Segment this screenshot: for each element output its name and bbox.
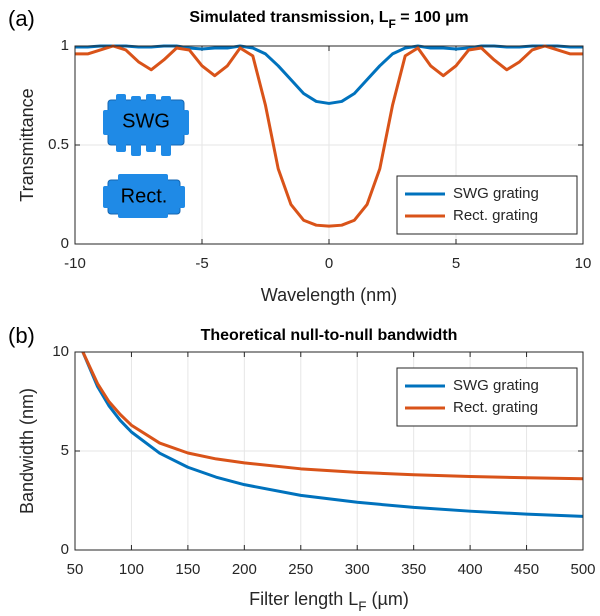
swg-icon <box>103 94 189 156</box>
x-tick-label: 0 <box>325 255 333 272</box>
panel-label: (a) <box>8 6 35 31</box>
x-tick-label: 50 <box>67 561 84 578</box>
x-tick-label: 350 <box>401 561 426 578</box>
y-tick-label: 0 <box>61 541 69 558</box>
series-line <box>81 351 584 518</box>
x-tick-label: 200 <box>232 561 257 578</box>
x-tick-label: 500 <box>570 561 595 578</box>
x-tick-label: 400 <box>458 561 483 578</box>
y-tick-label: 10 <box>52 343 69 360</box>
legend-label: Rect. grating <box>453 207 538 224</box>
legend-box <box>396 367 578 427</box>
x-tick-label: 5 <box>452 255 460 272</box>
legend-box <box>396 175 578 235</box>
x-tick-label: 150 <box>175 561 200 578</box>
axes-box <box>74 351 584 551</box>
y-axis-label: Transmittance <box>17 88 37 201</box>
legend-label: Rect. grating <box>453 399 538 416</box>
x-axis-label: Filter length LF (µm) <box>249 589 409 614</box>
x-axis-label-part: F <box>358 599 366 614</box>
x-axis-label-part: Filter length L <box>249 589 358 609</box>
x-tick-label: 450 <box>514 561 539 578</box>
x-tick-label: 100 <box>119 561 144 578</box>
y-axis-label: Bandwidth (nm) <box>17 388 37 514</box>
x-axis-label-part: (µm) <box>366 589 408 609</box>
x-tick-label: 300 <box>345 561 370 578</box>
x-tick-label: -10 <box>64 255 86 272</box>
chart-title-part: Simulated transmission, L <box>189 9 388 26</box>
chart-title-part: F <box>388 17 395 31</box>
y-tick-label: 1 <box>61 37 69 54</box>
legend-label: SWG grating <box>453 377 539 394</box>
legend-label: SWG grating <box>453 185 539 202</box>
x-axis-label: Wavelength (nm) <box>261 285 397 305</box>
chart-title-part: = 100 µm <box>396 9 469 26</box>
x-tick-label: -5 <box>195 255 208 272</box>
x-tick-label: 10 <box>575 255 592 272</box>
series-line <box>75 44 583 228</box>
chart-title: Theoretical null-to-null bandwidth <box>201 327 458 344</box>
annotation: SWG <box>122 110 170 132</box>
axes-box <box>74 45 584 245</box>
annotation: Rect. <box>121 185 168 207</box>
x-tick-label: 250 <box>288 561 313 578</box>
panel-label: (b) <box>8 323 35 348</box>
chart-title: Simulated transmission, LF = 100 µm <box>189 9 468 31</box>
y-tick-label: 0 <box>61 235 69 252</box>
y-tick-label: 0.5 <box>48 136 69 153</box>
rect-icon <box>103 174 185 218</box>
y-tick-label: 5 <box>61 442 69 459</box>
chart-title-part: Theoretical null-to-null bandwidth <box>201 327 458 344</box>
series-line <box>81 351 584 481</box>
